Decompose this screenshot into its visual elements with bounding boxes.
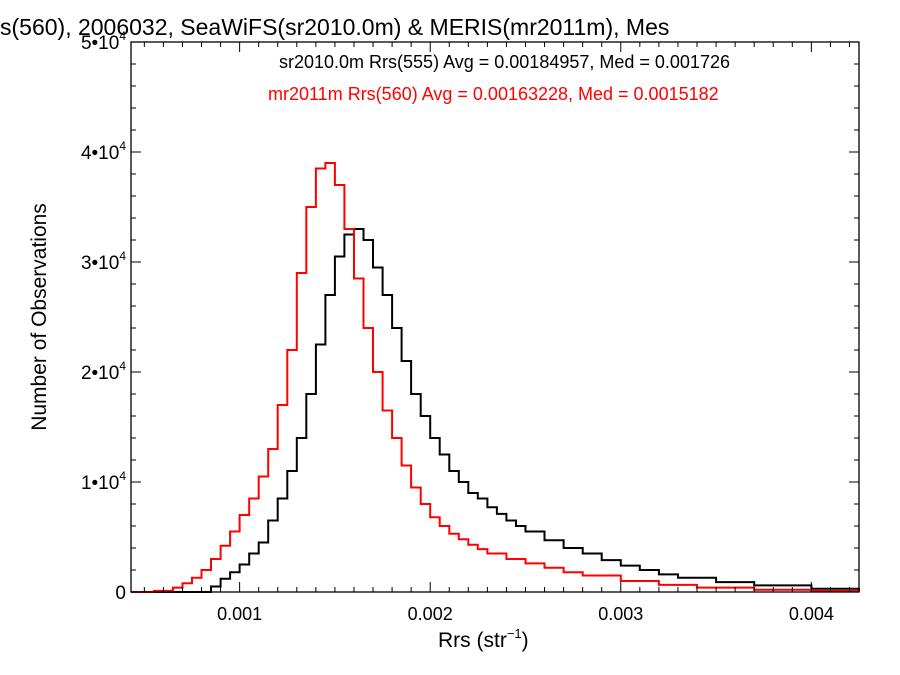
y-tick-label: 2•104 <box>81 359 126 384</box>
x-axis-label-text: Rrs (str <box>438 629 507 652</box>
series-line-1 <box>131 228 860 593</box>
y-tick-label: 1•104 <box>81 469 126 494</box>
y-axis-label: Number of Observations <box>28 203 51 431</box>
x-tick-label: 0.003 <box>598 604 643 624</box>
x-axis-label-close: ) <box>522 629 529 652</box>
series-line-2 <box>131 162 860 593</box>
y-tick-label: 0 <box>115 583 126 604</box>
y-tick-label: 3•104 <box>81 249 126 274</box>
x-tick-label: 0.001 <box>217 604 262 624</box>
x-axis: 0.001 0.002 0.003 0.004 <box>143 42 850 624</box>
y-axis: 0 1•104 2•104 3•104 4•104 5•104 <box>81 29 859 604</box>
x-axis-label: Rrs (str−1) <box>438 626 529 652</box>
y-tick-label: 5•104 <box>81 29 126 54</box>
y-tick-label: 4•104 <box>81 139 126 164</box>
x-axis-label-sup: −1 <box>507 626 522 641</box>
x-tick-label: 0.004 <box>789 604 834 624</box>
chart-title: s(560), 2006032, SeaWiFS(sr2010.0m) & ME… <box>0 14 669 40</box>
legend-entry-2: mr2011m Rrs(560) Avg = 0.00163228, Med =… <box>268 84 719 104</box>
legend-entry-1: sr2010.0m Rrs(555) Avg = 0.00184957, Med… <box>279 52 730 72</box>
plot-series <box>131 162 860 593</box>
x-tick-label: 0.002 <box>408 604 453 624</box>
plot-frame <box>130 41 860 593</box>
